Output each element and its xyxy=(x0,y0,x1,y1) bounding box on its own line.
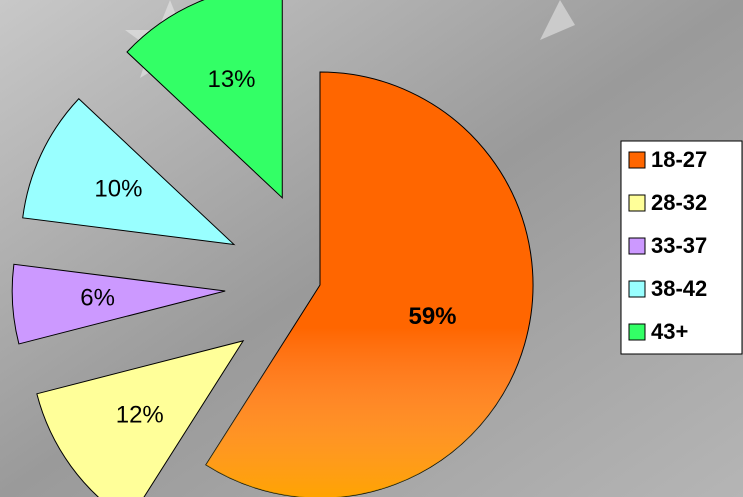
data-label: 6% xyxy=(80,284,115,311)
legend: 18-27 28-32 33-37 38-42 43+ xyxy=(621,141,742,354)
chart: 59% 12% 6% 10% 13% 18-27 28-32 33-37 38-42 43+ xyxy=(0,0,743,497)
legend-swatch xyxy=(629,238,645,254)
legend-label: 38-42 xyxy=(651,276,707,301)
data-label: 59% xyxy=(408,303,456,330)
legend-label: 33-37 xyxy=(651,233,707,258)
legend-swatch xyxy=(629,324,645,340)
legend-swatch xyxy=(629,195,645,211)
legend-swatch xyxy=(629,152,645,168)
data-label: 12% xyxy=(116,401,164,428)
legend-label: 18-27 xyxy=(651,147,707,172)
data-label: 13% xyxy=(207,66,255,93)
legend-label: 43+ xyxy=(651,319,688,344)
legend-swatch xyxy=(629,281,645,297)
data-label: 10% xyxy=(94,175,142,202)
legend-label: 28-32 xyxy=(651,190,707,215)
